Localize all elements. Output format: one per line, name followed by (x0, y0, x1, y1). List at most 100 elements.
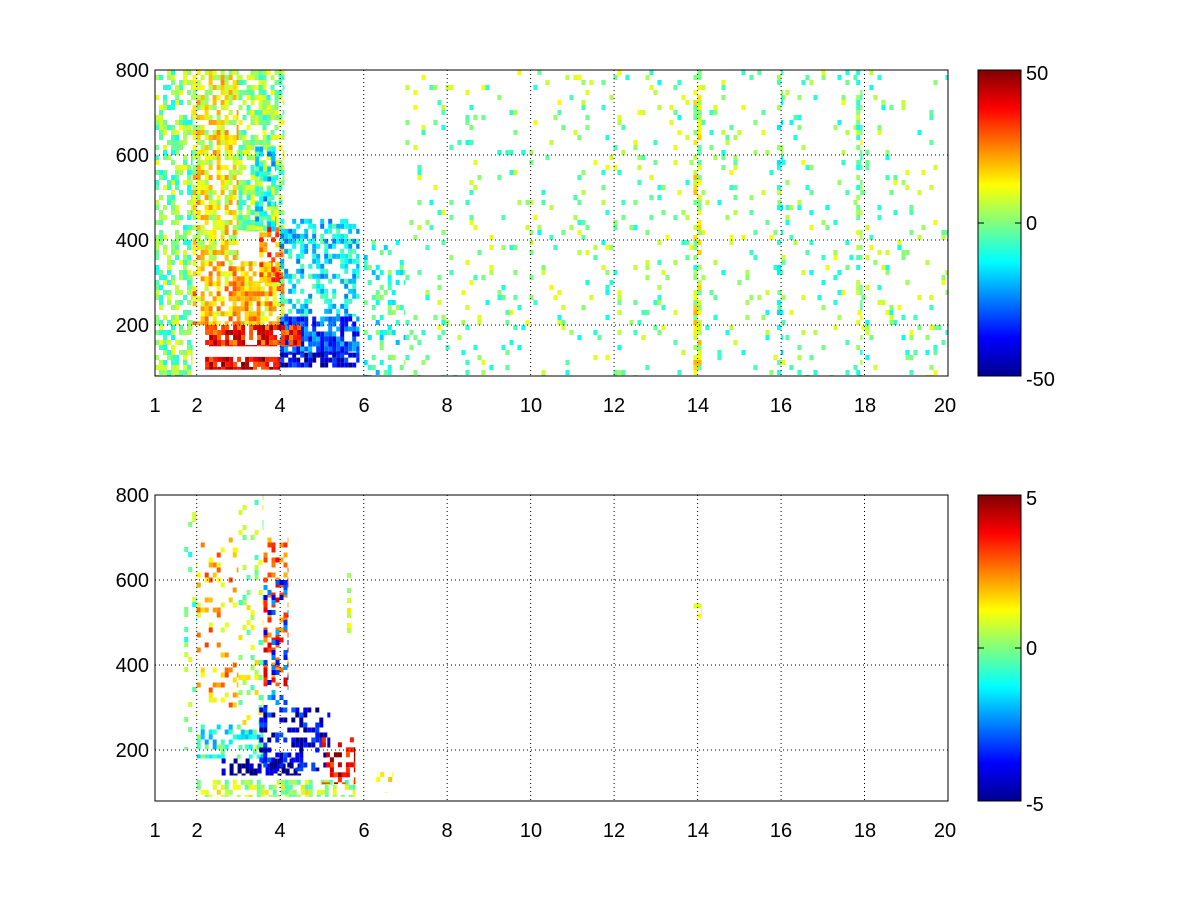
heatmap-cell (175, 315, 179, 320)
colorbar-tick-label: -50 (1026, 369, 1055, 391)
heatmap-cell (295, 737, 300, 743)
heatmap-cell (236, 682, 239, 688)
heatmap-cell (283, 700, 288, 705)
heatmap-cell (392, 772, 393, 777)
heatmap-cell (371, 305, 376, 310)
heatmap-cell (860, 190, 863, 195)
heatmap-cell (697, 180, 702, 185)
heatmap-cell (797, 115, 802, 120)
heatmap-cell (200, 754, 205, 759)
heatmap-cell (274, 160, 279, 165)
heatmap-cell (403, 360, 406, 365)
bottom-plot-frame (154, 494, 949, 802)
heatmap-cell (701, 230, 706, 235)
heatmap-cell (561, 230, 566, 235)
heatmap-cell (856, 160, 861, 165)
heatmap-cell (753, 255, 758, 260)
heatmap-cell (348, 326, 353, 332)
heatmap-cell (216, 155, 221, 160)
heatmap-cell (693, 200, 698, 205)
heatmap-cell (236, 306, 241, 312)
heatmap-cell (212, 321, 217, 326)
heatmap-cell (272, 794, 277, 797)
heatmap-cell (192, 195, 197, 200)
heatmap-cell (316, 341, 321, 347)
heatmap-cell (267, 712, 272, 718)
heatmap-cell (889, 105, 894, 110)
heatmap-cell (183, 270, 187, 275)
heatmap-cell (208, 200, 213, 205)
heatmap-cell (399, 265, 404, 270)
heatmap-cell (255, 171, 260, 177)
heatmap-cell (242, 190, 247, 195)
heatmap-cell (271, 257, 276, 263)
heatmap-cell (212, 135, 217, 140)
heatmap-cell (865, 255, 870, 260)
heatmap-cell (941, 280, 946, 285)
heatmap-cell (909, 230, 914, 235)
heatmap-cell (244, 291, 249, 297)
heatmap-cell (236, 255, 239, 260)
heatmap-cell (541, 200, 546, 205)
heatmap-cell (509, 150, 514, 155)
heatmap-cell (208, 697, 213, 703)
heatmap-cell (212, 95, 217, 100)
heatmap-cell (263, 747, 268, 753)
heatmap-cell (248, 734, 253, 740)
heatmap-cell (321, 742, 326, 748)
heatmap-cell (255, 161, 260, 167)
heatmap-cell (437, 325, 442, 330)
heatmap-cell (403, 280, 406, 285)
heatmap-cell (167, 255, 171, 260)
heatmap-cell (340, 303, 345, 309)
heatmap-cell (284, 316, 289, 322)
heatmap-cell (288, 298, 293, 304)
heatmap-cell (332, 346, 337, 352)
heatmap-cell (657, 295, 662, 300)
heatmap-cell (605, 245, 610, 250)
heatmap-cell (344, 326, 349, 332)
heatmap-cell (196, 612, 201, 618)
heatmap-cell (236, 250, 239, 255)
heatmap-cell (941, 230, 946, 235)
heatmap-cell (236, 180, 239, 185)
heatmap-cell (409, 330, 414, 335)
heatmap-cell (155, 95, 159, 100)
heatmap-cell (259, 757, 264, 763)
heatmap-cell (163, 275, 167, 280)
heatmap-cell (274, 220, 279, 225)
heatmap-cell (332, 336, 337, 342)
heatmap-cell (279, 580, 284, 585)
heatmap-cell (697, 135, 702, 140)
heatmap-cell (163, 130, 167, 135)
heatmap-cell (279, 717, 284, 723)
heatmap-cell (246, 620, 251, 625)
heatmap-cell (183, 130, 187, 135)
heatmap-cell (220, 261, 225, 267)
heatmap-cell (345, 762, 350, 768)
heatmap-cell (449, 200, 454, 205)
x-tick-label: 1 (149, 395, 160, 417)
heatmap-cell (353, 767, 356, 773)
heatmap-cell (232, 120, 237, 125)
heatmap-cell (267, 262, 272, 268)
heatmap-cell (697, 310, 702, 315)
heatmap-cell (212, 120, 217, 125)
heatmap-cell (163, 120, 167, 125)
heatmap-cell (167, 320, 171, 325)
heatmap-cell (242, 180, 247, 185)
heatmap-cell (461, 350, 466, 355)
heatmap-cell (821, 70, 826, 75)
heatmap-cell (183, 230, 187, 235)
heatmap-cell (183, 80, 187, 85)
heatmap-cell (665, 235, 670, 240)
heatmap-cell (260, 784, 265, 790)
heatmap-cell (347, 608, 351, 613)
heatmap-cell (709, 110, 714, 115)
heatmap-cell (246, 85, 251, 90)
heatmap-cell (429, 225, 434, 230)
heatmap-cell (155, 200, 159, 205)
heatmap-cell (283, 625, 288, 630)
heatmap-cell (228, 75, 233, 80)
heatmap-cell (873, 260, 878, 265)
